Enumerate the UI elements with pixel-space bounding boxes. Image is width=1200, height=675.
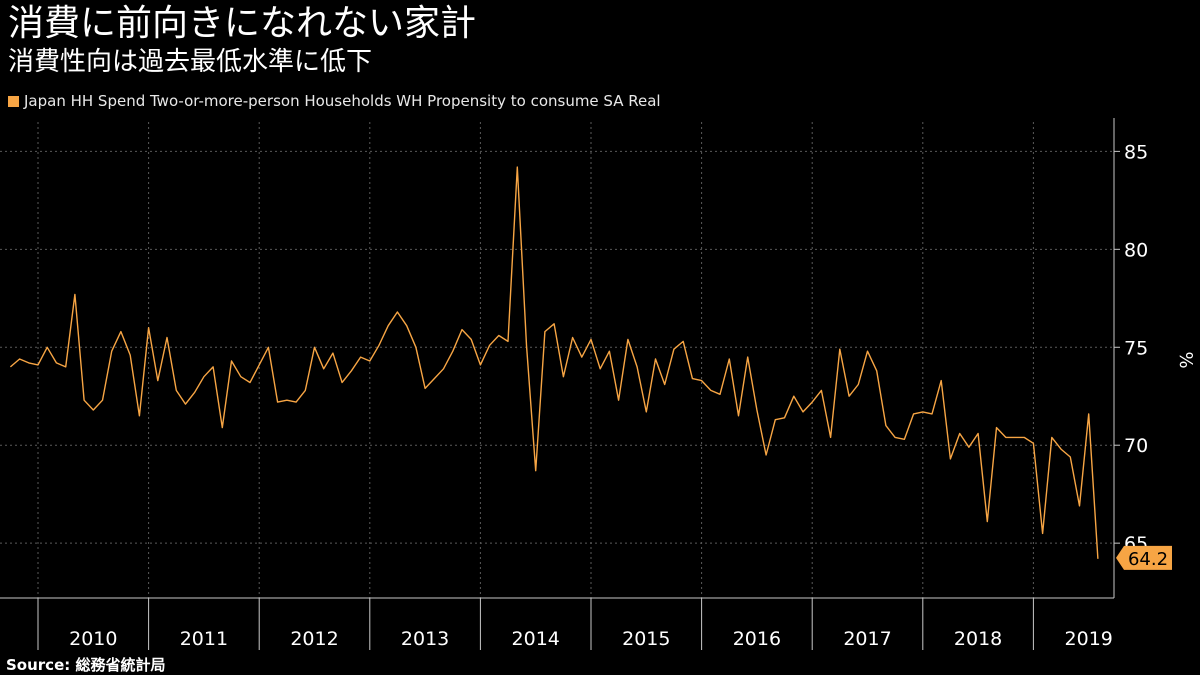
last-value-badge [1116, 545, 1172, 570]
x-tick-label: 2014 [512, 628, 560, 650]
legend-label: Japan HH Spend Two-or-more-person Househ… [24, 92, 661, 110]
legend-swatch [8, 95, 19, 107]
y-tick-label: 75 [1124, 337, 1148, 359]
y-tick-label: 70 [1124, 435, 1148, 457]
x-tick-label: 2018 [954, 628, 1002, 650]
source-note: Source: 総務省統計局 [6, 654, 166, 675]
y-axis-label: % [1175, 351, 1196, 368]
x-tick-label: 2010 [69, 628, 117, 650]
source-label: Source: [6, 656, 71, 674]
series-layer [9, 166, 1099, 559]
x-tick-label: 2015 [622, 628, 670, 650]
chart-subtitle: 消費性向は過去最低水準に低下 [8, 47, 373, 77]
x-tick-label: 2011 [180, 628, 228, 650]
x-tick-label: 2013 [401, 628, 449, 650]
chart-title: 消費に前向きになれない家計 [8, 3, 477, 44]
series-line [9, 166, 1099, 559]
source-value: 総務省統計局 [75, 656, 166, 674]
grid-lines [0, 122, 1114, 598]
x-tick-label: 2012 [290, 628, 338, 650]
axes [0, 118, 1120, 650]
last-value-label: 64.2 [1128, 549, 1168, 570]
y-tick-label: 85 [1124, 141, 1148, 163]
x-tick-label: 2019 [1065, 628, 1113, 650]
x-tick-label: 2016 [733, 628, 781, 650]
legend: Japan HH Spend Two-or-more-person Househ… [8, 90, 661, 112]
x-tick-label: 2017 [843, 628, 891, 650]
y-tick-label: 80 [1124, 239, 1148, 261]
